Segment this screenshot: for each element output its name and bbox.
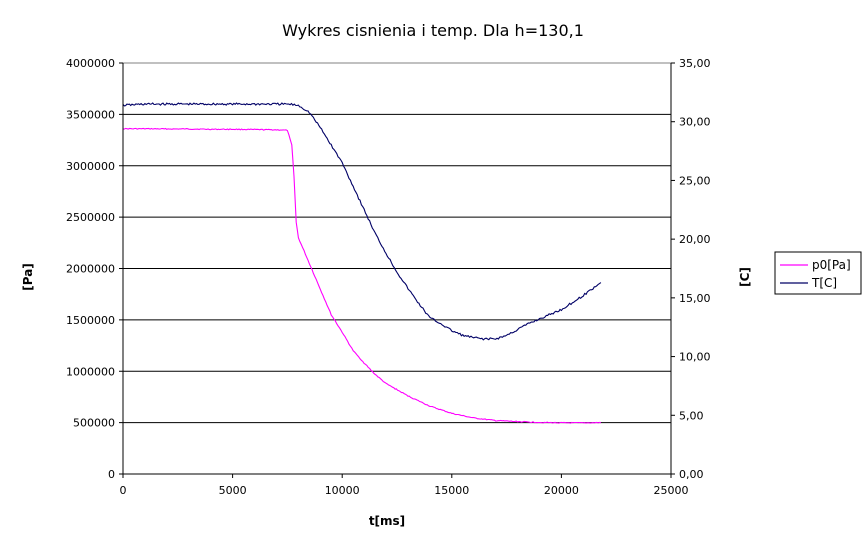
x-tick-label: 5000 [219, 484, 247, 497]
x-tick-label: 15000 [434, 484, 469, 497]
left-tick-label: 2000000 [66, 263, 115, 276]
left-tick-label: 1500000 [66, 314, 115, 327]
legend-label-t: T[C] [811, 276, 837, 290]
series-line-p0 [123, 127, 601, 424]
right-tick-label: 20,00 [679, 233, 711, 246]
series-line-t [122, 102, 602, 341]
right-tick-label: 15,00 [679, 292, 711, 305]
x-tick-label: 10000 [325, 484, 360, 497]
left-tick-label: 3500000 [66, 108, 115, 121]
left-tick-label: 500000 [73, 417, 115, 430]
left-tick-label: 1000000 [66, 365, 115, 378]
left-axis-ticks: 0 500000 1000000 1500000 2000000 2500000 30000… [66, 57, 123, 481]
plot-area [122, 62, 672, 475]
right-tick-label: 5,00 [679, 409, 704, 422]
right-axis-ticks: 0,00 5,00 10,00 15,00 20,00 25,00 30,00 35,00 [671, 57, 711, 481]
left-tick-label: 2500000 [66, 211, 115, 224]
x-axis-title: t[ms] [369, 514, 405, 528]
right-tick-label: 35,00 [679, 57, 711, 70]
right-tick-label: 10,00 [679, 351, 711, 364]
x-tick-label: 20000 [544, 484, 579, 497]
y-right-axis-title: [C] [738, 267, 752, 287]
legend: p0[Pa] T[C] [774, 251, 862, 295]
right-tick-label: 0,00 [679, 468, 704, 481]
series-layer [122, 102, 602, 424]
left-tick-label: 3000000 [66, 160, 115, 173]
right-tick-label: 30,00 [679, 116, 711, 129]
legend-box [774, 251, 862, 295]
x-tick-label: 25000 [654, 484, 689, 497]
right-tick-label: 25,00 [679, 174, 711, 187]
left-tick-label: 0 [108, 468, 115, 481]
x-axis-ticks: 0 5000 10000 15000 20000 25000 [120, 474, 689, 497]
left-tick-label: 4000000 [66, 57, 115, 70]
legend-label-p0: p0[Pa] [812, 258, 851, 272]
chart-title: Wykres cisnienia i temp. Dla h=130,1 [282, 21, 584, 40]
y-left-axis-title: [Pa] [21, 263, 35, 291]
x-tick-label: 0 [120, 484, 127, 497]
